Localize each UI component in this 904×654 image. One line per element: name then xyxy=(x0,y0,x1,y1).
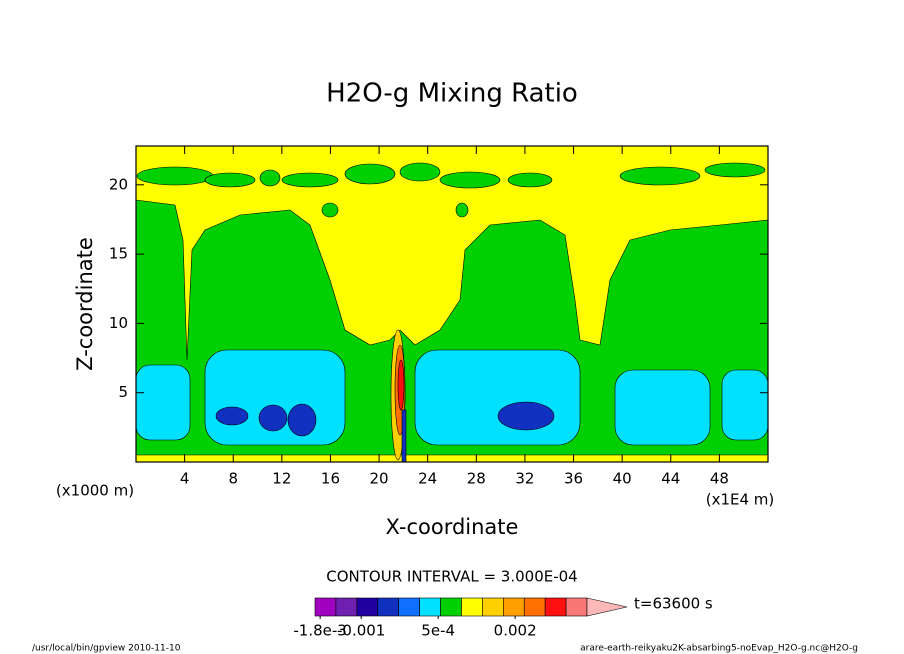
x-tick-label: 4 xyxy=(180,470,190,488)
y-tick-label: 15 xyxy=(109,245,128,263)
footer-left: /usr/local/bin/gpview 2010-11-10 xyxy=(32,644,181,654)
x-tick-label: 32 xyxy=(515,470,534,488)
x-tick-label: 40 xyxy=(613,470,632,488)
field-center xyxy=(390,329,407,463)
contour-field xyxy=(135,146,769,463)
colorbar-box xyxy=(335,597,358,617)
y-tick-label: 20 xyxy=(109,175,128,193)
field-blue xyxy=(215,401,555,437)
colorbar-box xyxy=(398,597,420,617)
colorbar-box xyxy=(565,597,588,617)
field-green-top xyxy=(136,162,766,218)
footer-right: arare-earth-reikyaku2K-absarbing5-noEvap… xyxy=(580,644,858,654)
colorbar-box xyxy=(356,597,379,617)
x-axis-label: X-coordinate xyxy=(386,515,519,539)
chart-title: H2O-g Mixing Ratio xyxy=(326,79,578,109)
plot-frame xyxy=(135,145,769,463)
colorbar-box xyxy=(314,597,337,617)
colorbar-box xyxy=(419,597,441,617)
colorbar-extend xyxy=(586,597,628,617)
colorbar-box xyxy=(461,597,483,617)
x-tick-label: 8 xyxy=(228,470,238,488)
x-unit: (x1E4 m) xyxy=(706,491,775,509)
contour-interval: CONTOUR INTERVAL = 3.000E-04 xyxy=(326,568,577,586)
y-unit: (x1000 m) xyxy=(56,482,134,500)
x-tick-label: 16 xyxy=(321,470,340,488)
colorbar-box xyxy=(503,597,525,617)
x-tick-label: 20 xyxy=(370,470,389,488)
colorbar-box xyxy=(523,597,546,617)
y-tick-label: 10 xyxy=(109,314,128,332)
time-label: t=63600 s xyxy=(634,595,713,613)
x-tick-label: 48 xyxy=(710,470,729,488)
x-tick-label: 28 xyxy=(467,470,486,488)
colorbar-tick-label: 5e-4 xyxy=(421,622,455,640)
x-tick-label: 36 xyxy=(564,470,583,488)
colorbar-box xyxy=(377,597,399,617)
x-tick-label: 24 xyxy=(418,470,437,488)
colorbar-box xyxy=(440,597,462,617)
x-tick-label: 44 xyxy=(661,470,680,488)
x-tick-label: 12 xyxy=(272,470,291,488)
y-tick-label: 5 xyxy=(118,383,128,401)
colorbar-box xyxy=(544,597,567,617)
colorbar-tick-label: -0.001 xyxy=(337,622,385,640)
colorbar-box xyxy=(482,597,504,617)
y-axis-label: Z-coordinate xyxy=(73,237,97,371)
colorbar-tick-label: -1.8e-3 xyxy=(293,622,346,640)
colorbar-tick-label: 0.002 xyxy=(494,622,537,640)
